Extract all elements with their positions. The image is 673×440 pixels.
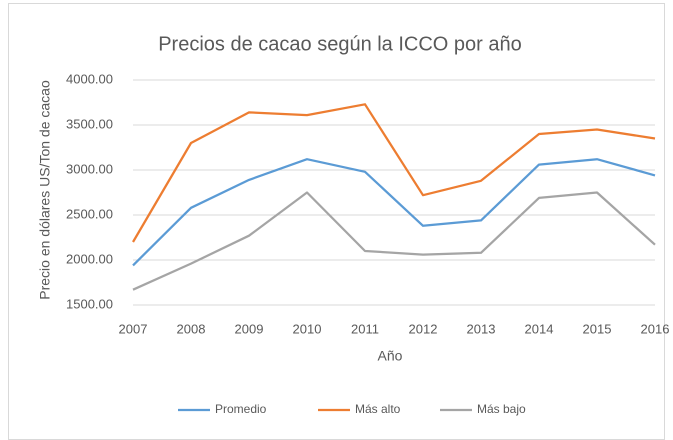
chart-title: Precios de cacao según la ICCO por año (158, 33, 522, 55)
y-tick-label: 1500.00 (66, 296, 113, 311)
x-tick-label: 2010 (293, 321, 322, 336)
legend-label: Más alto (355, 402, 401, 416)
x-tick-label: 2007 (119, 321, 148, 336)
x-axis-title: Año (378, 348, 403, 364)
x-tick-label: 2009 (235, 321, 264, 336)
legend-label: Más bajo (477, 402, 526, 416)
y-tick-label: 2500.00 (66, 206, 113, 221)
x-tick-label: 2016 (641, 321, 670, 336)
x-tick-label: 2011 (351, 321, 379, 336)
x-tick-label: 2014 (525, 321, 554, 336)
x-tick-label: 2015 (583, 321, 612, 336)
series-line (132, 103, 656, 243)
series-line (132, 191, 656, 291)
y-axis-title: Precio en dólares US/Ton de cacao (37, 80, 53, 300)
x-tick-label: 2012 (409, 321, 438, 336)
x-tick-label: 2013 (467, 321, 496, 336)
y-tick-label: 3500.00 (66, 116, 113, 131)
y-tick-label: 4000.00 (66, 71, 113, 86)
x-tick-label: 2008 (177, 321, 206, 336)
series-line (132, 158, 656, 267)
y-tick-label: 3000.00 (66, 161, 113, 176)
legend-label: Promedio (215, 402, 267, 416)
y-tick-label: 2000.00 (66, 251, 113, 266)
